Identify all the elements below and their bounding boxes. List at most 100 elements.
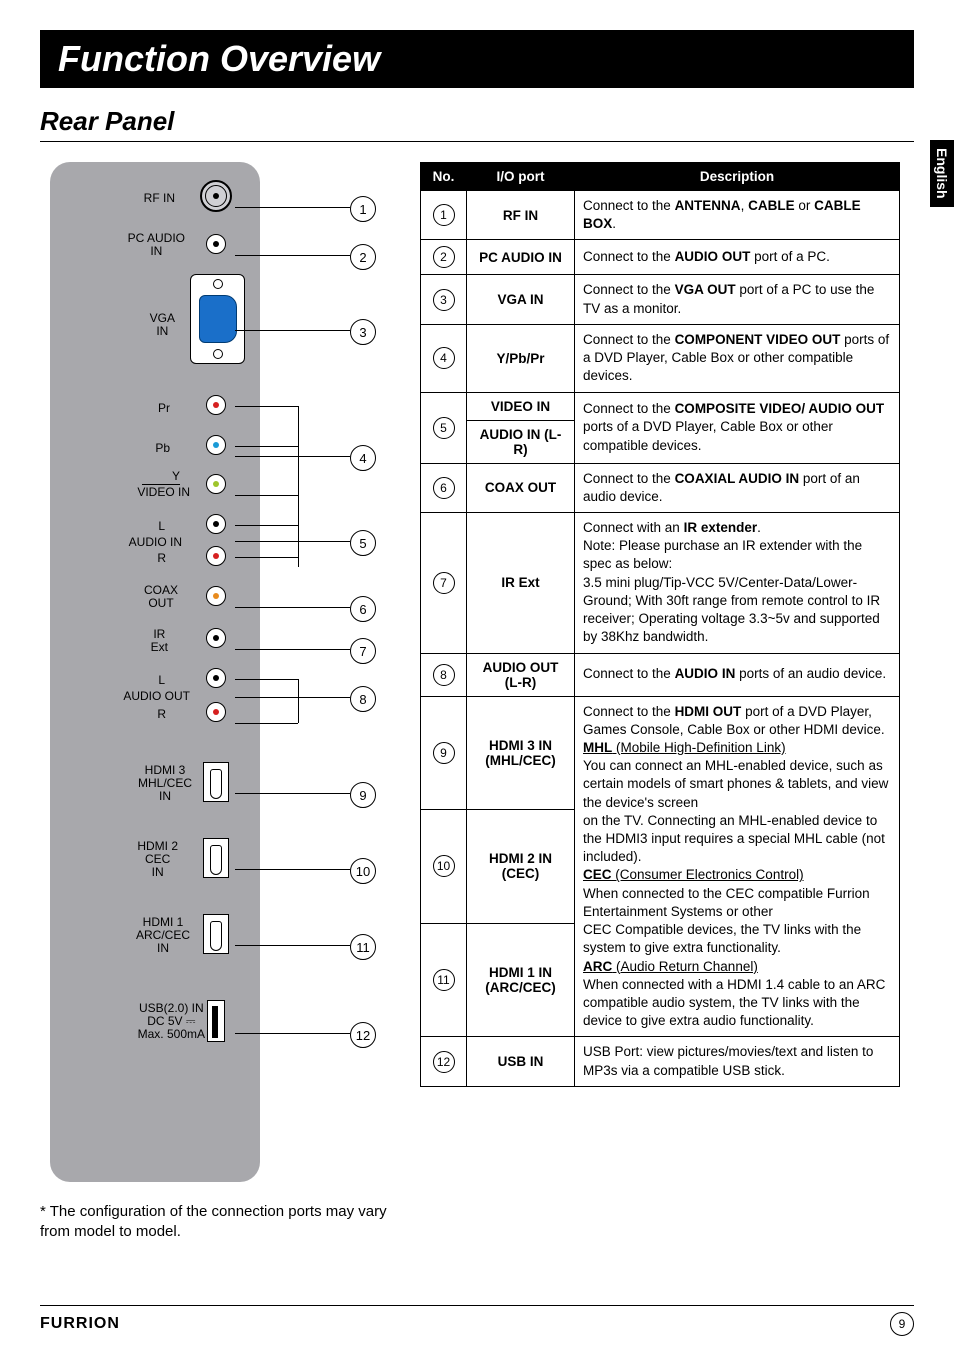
lead-line [235, 255, 350, 256]
row-port: USB IN [467, 1037, 575, 1086]
lead-stub [235, 406, 298, 407]
brand-logo: FURRION [40, 1315, 120, 1333]
row-port: VIDEO IN [467, 392, 575, 420]
callout-number: 1 [350, 196, 376, 222]
row-number: 1 [433, 204, 455, 226]
lead-stub [235, 557, 298, 558]
row-port: AUDIO IN (L-R) [467, 420, 575, 463]
label-hdmi3: HDMI 3 MHL/CEC IN [138, 764, 192, 804]
content-area: RF IN PC AUDIO IN VGA IN Pr Pb Y VIDEO I… [40, 162, 914, 1243]
row-number: 4 [433, 347, 455, 369]
port-hdmi3-icon [203, 762, 229, 802]
lead-trunk [298, 406, 299, 495]
port-pcaudio-icon [206, 234, 226, 254]
row-desc: Connect to the AUDIO IN ports of an audi… [575, 653, 900, 696]
row-desc: Connect to the COMPONENT VIDEO OUT ports… [575, 324, 900, 392]
port-rf-icon [200, 180, 232, 212]
callout-number: 3 [350, 319, 376, 345]
label-audioout: AUDIO OUT [123, 690, 190, 703]
lead-line [235, 330, 350, 331]
table-row: 9 HDMI 3 IN (MHL/CEC) Connect to the HDM… [421, 696, 900, 810]
label-pb: Pb [155, 442, 170, 455]
callout-number: 11 [350, 934, 376, 960]
row-port: HDMI 2 IN (CEC) [467, 810, 575, 924]
row-number: 2 [433, 246, 455, 268]
callout-number: 6 [350, 596, 376, 622]
port-y-icon [206, 474, 226, 494]
row-desc: Connect to the HDMI OUT port of a DVD Pl… [575, 696, 900, 1037]
port-audioout-l-icon [206, 668, 226, 688]
table-body: 1 RF IN Connect to the ANTENNA, CABLE or… [421, 191, 900, 1087]
port-ir-icon [206, 628, 226, 648]
row-number: 5 [433, 417, 455, 439]
lead-stub [298, 541, 350, 542]
label-r2: R [157, 708, 166, 721]
row-port: IR Ext [467, 512, 575, 653]
row-desc: Connect to the AUDIO OUT port of a PC. [575, 240, 900, 275]
lead-stub [235, 525, 298, 526]
table-row: 3 VGA IN Connect to the VGA OUT port of … [421, 275, 900, 324]
table-row: 6 COAX OUT Connect to the COAXIAL AUDIO … [421, 463, 900, 512]
callout-number: 5 [350, 530, 376, 556]
section-subtitle: Rear Panel [40, 106, 914, 142]
label-pcaudio: PC AUDIO IN [128, 232, 185, 258]
callout-number: 12 [350, 1022, 376, 1048]
row-number: 3 [433, 289, 455, 311]
table-row: 5 VIDEO IN Connect to the COMPOSITE VIDE… [421, 392, 900, 420]
lead-stub [298, 697, 350, 698]
row-number: 11 [433, 969, 455, 991]
rear-panel-diagram: RF IN PC AUDIO IN VGA IN Pr Pb Y VIDEO I… [40, 162, 390, 1243]
th-no: No. [421, 163, 467, 191]
callout-number: 2 [350, 244, 376, 270]
row-number: 9 [433, 742, 455, 764]
table-row: 1 RF IN Connect to the ANTENNA, CABLE or… [421, 191, 900, 240]
row-number: 10 [433, 855, 455, 877]
row-number: 8 [433, 664, 455, 686]
lead-line [235, 207, 350, 208]
port-vga-icon [190, 274, 245, 364]
callout-number: 7 [350, 638, 376, 664]
row-port: VGA IN [467, 275, 575, 324]
port-audioout-r-icon [206, 702, 226, 722]
label-hdmi1: HDMI 1 ARC/CEC IN [136, 916, 190, 956]
table-row: 8 AUDIO OUT (L-R) Connect to the AUDIO I… [421, 653, 900, 696]
callout-number: 4 [350, 445, 376, 471]
lead-trunk [298, 495, 299, 567]
label-rfin: RF IN [144, 192, 175, 205]
port-hdmi2-icon [203, 838, 229, 878]
callout-number: 10 [350, 858, 376, 884]
lead-line [235, 649, 350, 650]
lead-stub [235, 679, 298, 680]
label-l2: L [158, 674, 165, 687]
page-footer: FURRION 9 [40, 1305, 914, 1336]
row-port: COAX OUT [467, 463, 575, 512]
label-l1: L [158, 520, 165, 533]
row-number: 6 [433, 477, 455, 499]
row-desc: Connect to the COAXIAL AUDIO IN port of … [575, 463, 900, 512]
label-usb: USB(2.0) IN DC 5V ⎓ Max. 500mA [138, 1002, 205, 1042]
port-pr-icon [206, 395, 226, 415]
row-port: AUDIO OUT (L-R) [467, 653, 575, 696]
lead-stub [235, 446, 298, 447]
port-hdmi1-icon [203, 914, 229, 954]
label-ir: IR Ext [151, 628, 168, 654]
row-desc: USB Port: view pictures/movies/text and … [575, 1037, 900, 1086]
port-pb-icon [206, 435, 226, 455]
callout-number: 8 [350, 686, 376, 712]
row-number: 12 [433, 1051, 455, 1073]
row-desc: Connect to the COMPOSITE VIDEO/ AUDIO OU… [575, 392, 900, 463]
port-audioin-r-icon [206, 546, 226, 566]
table-row: 4 Y/Pb/Pr Connect to the COMPONENT VIDEO… [421, 324, 900, 392]
table-row: 2 PC AUDIO IN Connect to the AUDIO OUT p… [421, 240, 900, 275]
language-tab: English [930, 140, 954, 207]
th-port: I/O port [467, 163, 575, 191]
row-port: RF IN [467, 191, 575, 240]
label-vga: VGA IN [150, 312, 175, 338]
th-desc: Description [575, 163, 900, 191]
lead-stub [235, 495, 298, 496]
row-desc: Connect to the VGA OUT port of a PC to u… [575, 275, 900, 324]
lead-line [235, 793, 350, 794]
row-desc: Connect with an IR extender.Note: Please… [575, 512, 900, 653]
label-y: Y [172, 470, 180, 483]
lead-line [235, 607, 350, 608]
